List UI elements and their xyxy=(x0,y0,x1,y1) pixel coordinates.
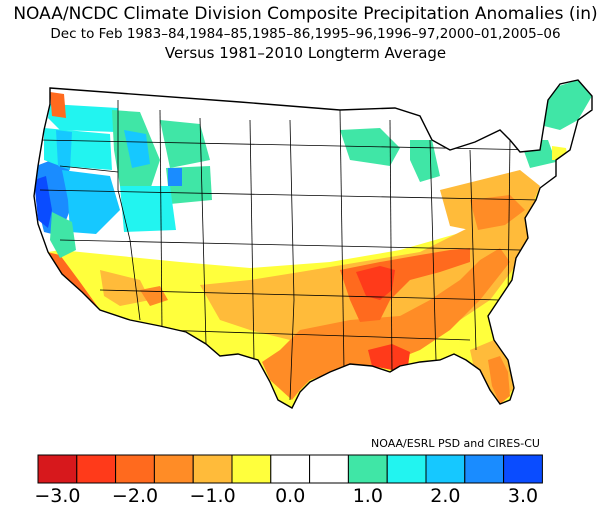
legend-tick-label: 0.0 xyxy=(275,485,306,507)
legend-tick-label: −3.0 xyxy=(34,485,81,507)
legend-tick-label: −2.0 xyxy=(111,485,159,507)
region-idaho-core xyxy=(124,130,150,168)
legend-swatch xyxy=(270,454,311,484)
map-subtitle-seasons: Dec to Feb 1983–84,1984–85,1985–86,1995–… xyxy=(50,26,561,42)
legend-swatch xyxy=(386,454,427,484)
legend-swatch xyxy=(153,454,194,484)
region-michigan xyxy=(410,140,440,182)
region-gulf-coast xyxy=(262,248,510,400)
us-outline xyxy=(33,79,593,409)
legend-swatch xyxy=(37,454,78,484)
legend-swatch xyxy=(425,454,466,484)
legend-swatch xyxy=(503,454,543,484)
state-boundaries xyxy=(39,100,541,401)
data-credit: NOAA/ESRL PSD and CIRES-CU xyxy=(371,437,540,450)
map-title: NOAA/NCDC Climate Division Composite Pre… xyxy=(13,4,598,24)
legend-tick-label: 3.0 xyxy=(507,485,539,507)
legend-swatch xyxy=(231,454,272,484)
region-washington-coast xyxy=(50,92,66,118)
legend-tick-label: 1.0 xyxy=(352,485,383,507)
region-california-coast xyxy=(34,176,52,228)
region-louisiana-coast xyxy=(368,344,410,370)
region-nevada xyxy=(62,170,120,234)
region-mississippi-valley xyxy=(340,248,470,322)
legend-swatch xyxy=(464,454,505,484)
region-utah-colorado xyxy=(120,186,176,232)
legend-swatch xyxy=(76,454,117,484)
region-colorado-rockies xyxy=(168,168,182,186)
region-montana xyxy=(160,120,210,168)
region-virginia xyxy=(470,195,525,230)
region-washington xyxy=(48,104,118,132)
legend-swatch xyxy=(347,454,388,484)
legend-tick-label: 2.0 xyxy=(430,485,461,507)
region-florida-south xyxy=(488,356,510,404)
legend-tick-label: −1.0 xyxy=(189,485,236,507)
legend-swatch xyxy=(309,454,349,484)
region-core-deficit xyxy=(356,266,395,300)
map-subtitle-baseline: Versus 1981–2010 Longterm Average xyxy=(164,44,447,62)
region-central-california xyxy=(50,212,76,258)
legend-swatch xyxy=(192,454,233,484)
legend-swatch xyxy=(115,454,155,484)
